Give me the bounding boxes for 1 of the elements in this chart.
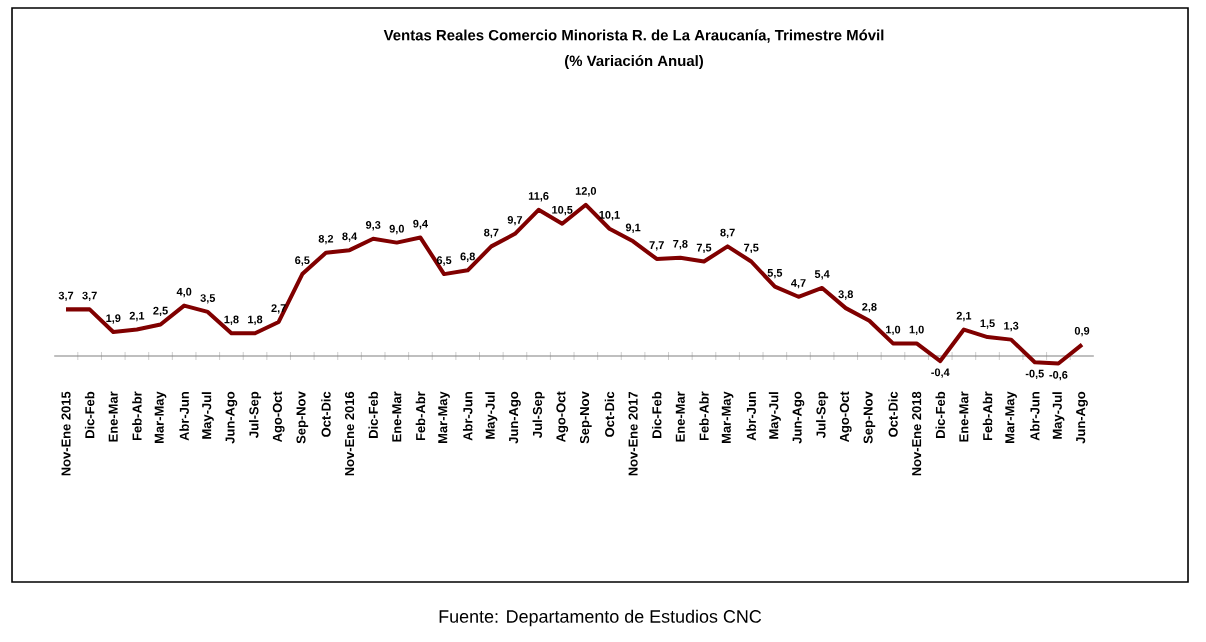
source-note: Fuente: Departamento de Estudios CNC — [439, 609, 762, 627]
